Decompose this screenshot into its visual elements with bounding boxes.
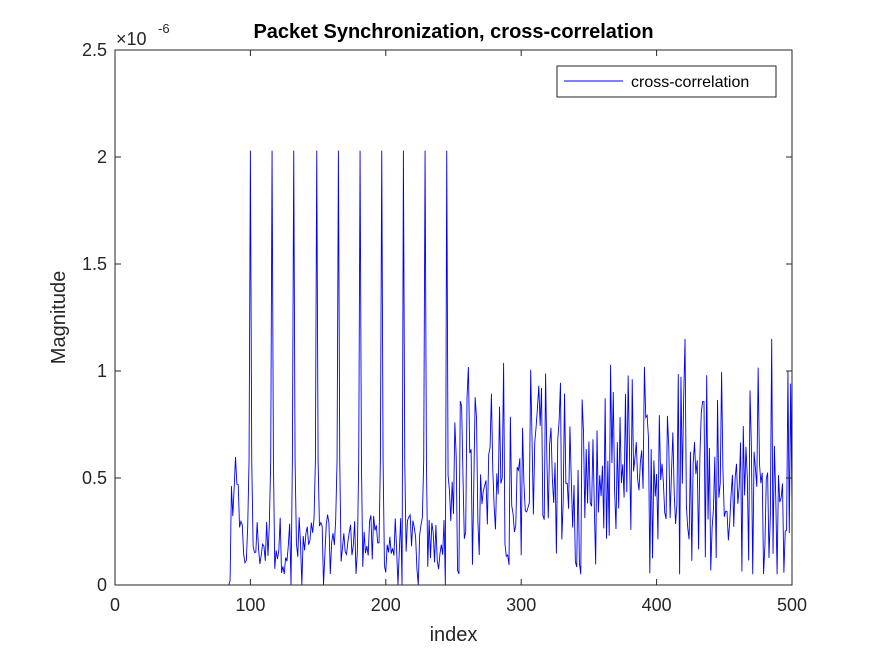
series-line-cross-correlation (116, 150, 793, 586)
axes-box (114, 49, 793, 586)
exponent-base: ×10 (116, 29, 147, 49)
axes-layer (114, 49, 793, 586)
y-tick-label: 2.5 (82, 40, 107, 60)
y-axis-label: Magnitude (48, 271, 70, 364)
y-tick-label: 0.5 (82, 468, 107, 488)
x-tick-label: 300 (506, 595, 536, 615)
y-tick-label: 0 (97, 575, 107, 595)
x-tick-label: 100 (235, 595, 265, 615)
legend[interactable]: cross-correlation (556, 65, 777, 98)
y-axis-exponent: ×10 -6 (116, 21, 170, 49)
y-tick-label: 1 (97, 361, 107, 381)
ticks-layer: 0 100 200 300 400 500 0 0.5 1 1.5 2 2.5 (82, 40, 807, 615)
y-tick-label: 1.5 (82, 254, 107, 274)
chart-title: Packet Synchronization, cross-correlatio… (253, 21, 653, 43)
x-tick-label: 400 (642, 595, 672, 615)
x-tick-label: 500 (777, 595, 807, 615)
series-layer (116, 150, 793, 586)
x-axis-label: index (430, 624, 478, 646)
y-tick-label: 2 (97, 147, 107, 167)
x-tick-label: 0 (110, 595, 120, 615)
x-tick-label: 200 (371, 595, 401, 615)
exponent-power: -6 (158, 21, 170, 36)
legend-entry-cross-correlation: cross-correlation (631, 74, 749, 91)
